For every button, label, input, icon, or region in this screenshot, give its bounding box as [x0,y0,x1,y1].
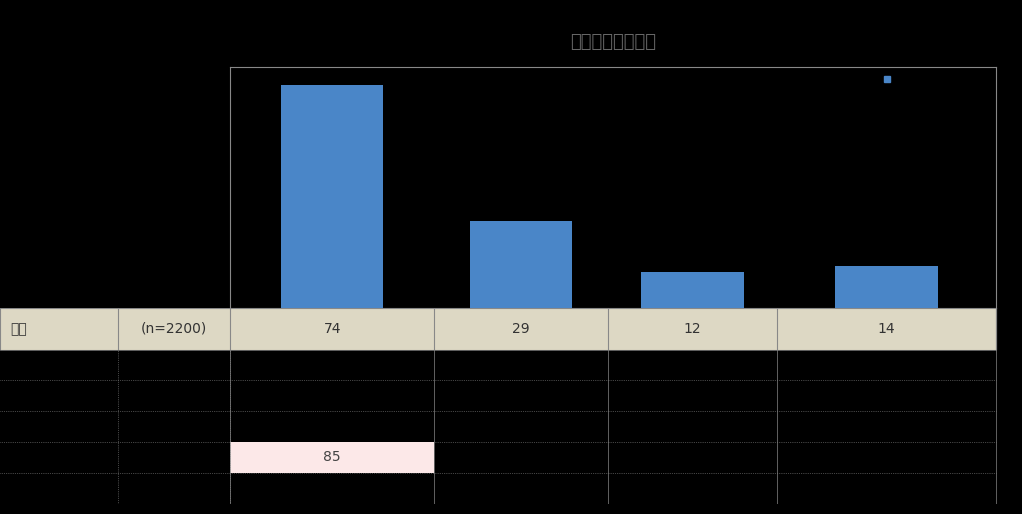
Text: (n=2200): (n=2200) [141,322,206,336]
Title: ゴルフの練習場所: ゴルフの練習場所 [570,33,656,51]
Bar [836,266,937,308]
Bar [230,442,434,473]
Bar [642,272,743,308]
Text: 14: 14 [878,322,895,336]
Text: 29: 29 [512,322,530,336]
Text: 74: 74 [323,322,341,336]
Text: 全体: 全体 [10,322,27,336]
Text: 85: 85 [323,450,341,465]
Bar [281,85,383,308]
Bar [470,221,572,308]
Text: 12: 12 [684,322,701,336]
